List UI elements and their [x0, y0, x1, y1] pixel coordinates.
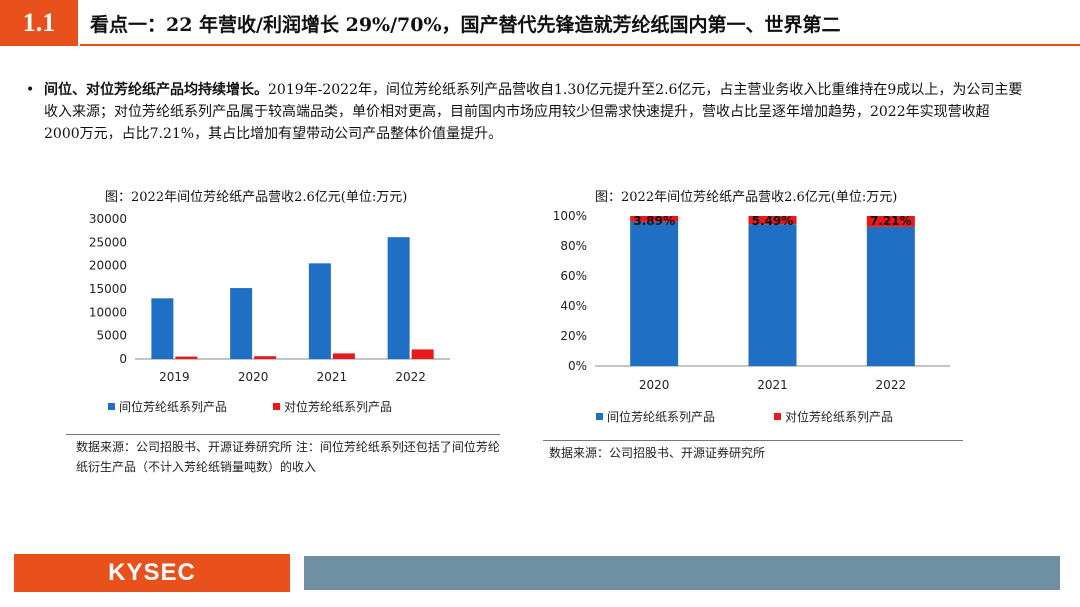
x-tick-label: 2021 [317, 370, 348, 384]
y-tick-label: 5000 [96, 329, 127, 343]
kysec-logo: KYSEC [14, 554, 290, 592]
summary-bold-lead: 间位、对位芳纶纸产品均持续增长。 [44, 82, 268, 98]
left-source-note: 数据来源：公司招股书、开源证券研究所 注：间位芳纶纸系列还包括了间位芳纶纸衍生产… [76, 440, 500, 474]
revenue-bar-chart: 0 5000 10000 15000 20000 25000 30000 2019 2020 20… [89, 212, 450, 414]
bar-meta-2022 [866, 226, 915, 366]
bar-para-2021 [332, 353, 355, 359]
legend-label: 对位芳纶纸系列产品 [785, 409, 893, 424]
data-label: 7.21% [870, 214, 912, 228]
legend-label: 对位芳纶纸系列产品 [284, 399, 392, 414]
legend-swatch [108, 403, 115, 410]
bar-meta-2021 [748, 224, 797, 366]
y-tick-label: 20% [560, 329, 587, 343]
section-number: 1.1 [0, 0, 78, 46]
bar-meta-2020 [630, 221, 679, 366]
y-tick-label: 80% [560, 239, 587, 253]
bar-meta-2022 [387, 237, 410, 359]
legend-swatch [273, 403, 280, 410]
legend-label: 间位芳纶纸系列产品 [119, 399, 227, 414]
x-tick-label: 2022 [395, 370, 426, 384]
right-source-divider [543, 440, 963, 441]
bar-para-2022 [866, 216, 915, 227]
x-tick-label: 2020 [238, 370, 269, 384]
data-label: 5.49% [752, 214, 794, 228]
x-tick-label: 2020 [639, 378, 670, 392]
y-tick-label: 30000 [89, 212, 127, 226]
header-underline [80, 44, 1080, 46]
y-tick-label: 25000 [89, 235, 127, 249]
bar-meta-2019 [151, 298, 174, 359]
bar-meta-2021 [308, 263, 331, 359]
legend-label: 间位芳纶纸系列产品 [607, 409, 715, 424]
footer-bar [304, 556, 1060, 590]
y-tick-label: 20000 [89, 259, 127, 273]
revenue-share-stacked-chart: 0% 20% 40% 60% 80% 100% 3.89% 2020 5.49% 2021 7.21… [553, 209, 950, 424]
bar-para-2019 [175, 356, 198, 359]
bar-para-2021 [748, 216, 797, 225]
x-tick-label: 2022 [876, 378, 907, 392]
y-tick-label: 0% [568, 359, 587, 373]
bullet-marker: • [26, 82, 35, 98]
y-tick-label: 40% [560, 299, 587, 313]
right-source-note: 数据来源：公司招股书、开源证券研究所 [549, 446, 766, 460]
y-tick-label: 10000 [89, 305, 127, 319]
left-source-divider [66, 434, 500, 435]
y-tick-label: 60% [560, 269, 587, 283]
summary-paragraph: • 间位、对位芳纶纸产品均持续增长。2019年-2022年，间位芳纶纸系列产品营… [26, 79, 1024, 145]
bar-para-2020 [254, 356, 277, 359]
bar-meta-2020 [230, 288, 253, 359]
page-title: 看点一：22 年营收/利润增长 29%/70%，国产替代先锋造就芳纶纸国内第一、… [90, 13, 841, 36]
legend-swatch [774, 413, 781, 420]
y-tick-label: 100% [553, 209, 587, 223]
bar-para-2020 [630, 216, 679, 222]
x-tick-label: 2021 [757, 378, 788, 392]
x-tick-label: 2019 [159, 370, 190, 384]
y-tick-label: 0 [119, 352, 127, 366]
left-chart-title: 图：2022年间位芳纶纸产品营收2.6亿元(单位:万元) [105, 190, 408, 205]
bar-para-2022 [411, 349, 434, 359]
summary-body: 2019年-2022年，间位芳纶纸系列产品营收自1.30亿元提升至2.6亿元，占… [44, 82, 1023, 142]
y-tick-label: 15000 [89, 282, 127, 296]
data-label: 3.89% [633, 214, 675, 228]
right-chart-title: 图：2022年间位芳纶纸产品营收2.6亿元(单位:万元) [595, 190, 898, 205]
legend-swatch [596, 413, 603, 420]
